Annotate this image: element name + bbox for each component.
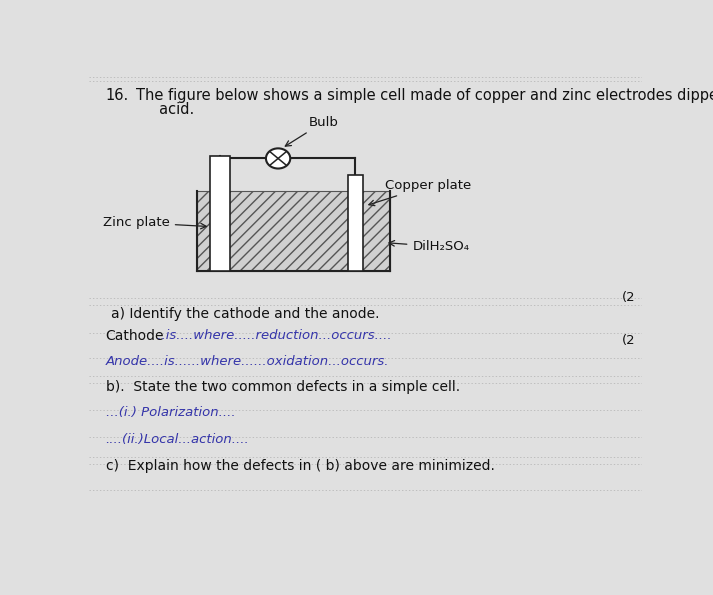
Text: (2: (2 [622,292,636,304]
Bar [197,190,390,271]
Text: The figure below shows a simple cell made of copper and zinc electrodes dipped i: The figure below shows a simple cell mad… [136,88,713,104]
Bar [210,156,230,271]
Text: Copper plate: Copper plate [369,179,471,206]
Circle shape [266,148,290,168]
Text: b).  State the two common defects in a simple cell.: b). State the two common defects in a si… [106,380,460,394]
Text: acid.: acid. [136,102,195,117]
Text: Anode....is......where......oxidation...occurs.: Anode....is......where......oxidation...… [106,355,389,368]
Bar [348,175,363,271]
Text: ....(ii.)Local...action....: ....(ii.)Local...action.... [106,433,250,446]
Text: Cathode: Cathode [106,330,164,343]
Text: 16.: 16. [106,88,129,104]
Text: Bulb: Bulb [285,115,339,146]
Text: ..is....where.....reduction...occurs....: ..is....where.....reduction...occurs.... [153,330,391,342]
Text: DilH₂SO₄: DilH₂SO₄ [389,240,469,253]
Text: ...(i.) Polarization....: ...(i.) Polarization.... [106,406,235,419]
Bar [197,190,390,271]
Text: (2: (2 [622,334,636,347]
Text: c)  Explain how the defects in ( b) above are minimized.: c) Explain how the defects in ( b) above… [106,459,495,474]
Text: a) Identify the cathode and the anode.: a) Identify the cathode and the anode. [111,308,380,321]
Text: Zinc plate: Zinc plate [103,216,206,229]
